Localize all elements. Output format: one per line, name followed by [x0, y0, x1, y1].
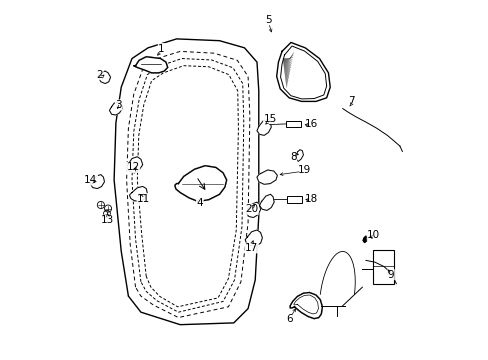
- Text: 18: 18: [305, 194, 318, 203]
- Polygon shape: [109, 102, 122, 115]
- Text: 9: 9: [387, 270, 393, 280]
- Text: 7: 7: [347, 96, 354, 107]
- Text: 14: 14: [84, 175, 97, 185]
- Text: 2: 2: [96, 69, 103, 80]
- Text: 11: 11: [137, 194, 150, 203]
- Text: 8: 8: [289, 152, 296, 162]
- Polygon shape: [134, 57, 167, 73]
- Polygon shape: [259, 194, 274, 210]
- Text: 20: 20: [244, 204, 258, 214]
- Text: 4: 4: [196, 198, 203, 208]
- Text: 17: 17: [244, 243, 258, 253]
- Polygon shape: [175, 166, 226, 202]
- Polygon shape: [126, 157, 142, 173]
- Polygon shape: [257, 119, 271, 135]
- Polygon shape: [129, 186, 147, 202]
- Bar: [286, 196, 301, 203]
- Polygon shape: [246, 202, 260, 217]
- Text: 6: 6: [285, 314, 292, 324]
- Text: 1: 1: [158, 44, 164, 54]
- Text: 12: 12: [126, 162, 140, 172]
- Polygon shape: [98, 71, 110, 84]
- Text: 3: 3: [115, 100, 122, 110]
- Text: 13: 13: [100, 215, 113, 225]
- Polygon shape: [257, 170, 277, 184]
- Polygon shape: [244, 230, 262, 246]
- Bar: [285, 121, 300, 127]
- Text: 5: 5: [265, 15, 271, 25]
- Text: 15: 15: [263, 113, 276, 123]
- Polygon shape: [290, 293, 322, 319]
- Bar: [372, 249, 393, 284]
- Polygon shape: [363, 236, 367, 243]
- Text: 19: 19: [297, 165, 310, 175]
- Text: 10: 10: [366, 230, 380, 240]
- Polygon shape: [90, 175, 104, 189]
- Text: 16: 16: [305, 118, 318, 129]
